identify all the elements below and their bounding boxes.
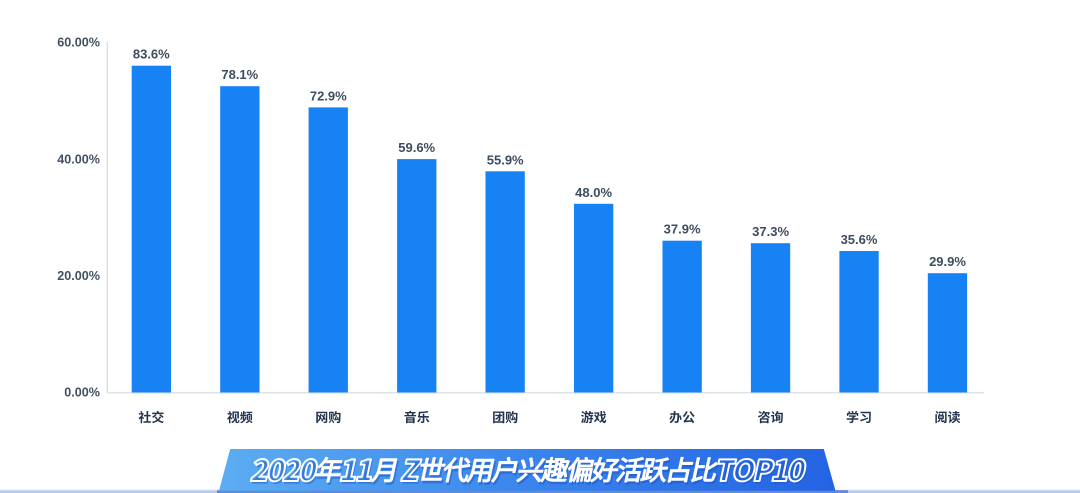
svg-text:37.9%: 37.9% xyxy=(664,222,701,237)
svg-text:48.0%: 48.0% xyxy=(575,185,612,200)
svg-text:59.6%: 59.6% xyxy=(398,140,435,155)
svg-text:29.9%: 29.9% xyxy=(929,254,966,269)
svg-text:40.00%: 40.00% xyxy=(57,152,100,166)
svg-text:37.3%: 37.3% xyxy=(752,224,789,239)
svg-text:35.6%: 35.6% xyxy=(841,232,878,247)
svg-text:55.9%: 55.9% xyxy=(487,152,524,167)
svg-text:83.6%: 83.6% xyxy=(133,47,170,62)
svg-text:72.9%: 72.9% xyxy=(310,88,347,103)
svg-text:20.00%: 20.00% xyxy=(57,269,100,283)
svg-text:0.00%: 0.00% xyxy=(64,386,100,400)
svg-text:60.00%: 60.00% xyxy=(57,36,100,50)
svg-text:78.1%: 78.1% xyxy=(221,67,258,82)
